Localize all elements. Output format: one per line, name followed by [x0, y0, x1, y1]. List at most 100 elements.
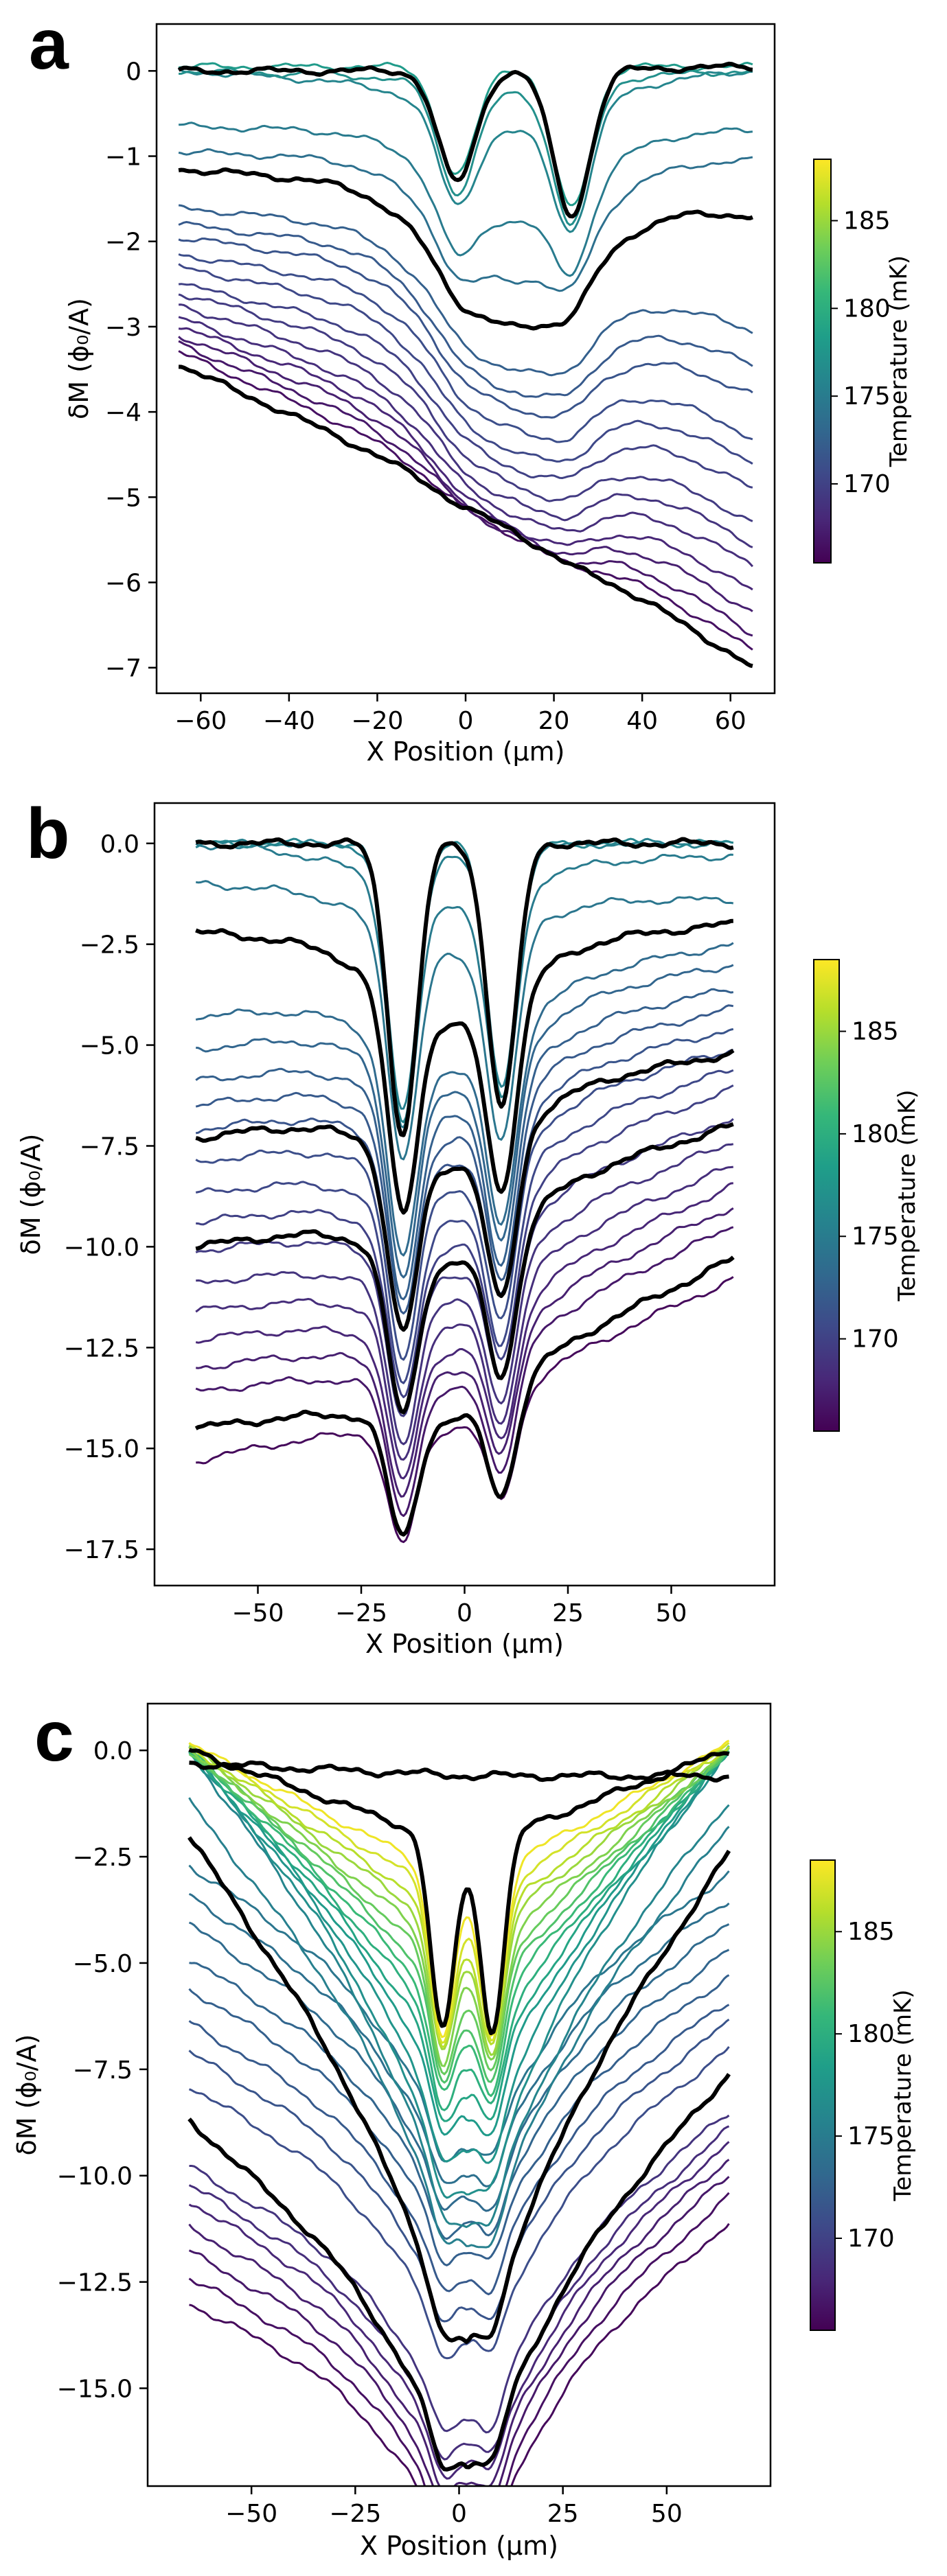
panel-label-c: c — [34, 1697, 74, 1776]
panel-label-b: b — [26, 794, 70, 874]
series-line-9 — [195, 1069, 734, 1384]
series-line-17 — [178, 68, 753, 233]
y-tick-label: −12.5 — [57, 2269, 133, 2297]
x-tick-label: −60 — [174, 707, 227, 735]
series-line-25 — [188, 1746, 730, 2084]
series-line-18 — [195, 842, 733, 1128]
panel-c: c −50 −25 0 25 50 0.0 −2.5 −5.0 −7.5 −10.0 −12.5 −15… — [12, 1697, 917, 2561]
series-line-2 — [188, 2176, 730, 2486]
y-tick-label: −7.5 — [80, 1133, 139, 1161]
x-tick-label: 25 — [552, 1599, 584, 1627]
series-line-5 — [188, 2125, 730, 2461]
y-axis-label: δM (ϕ₀/A) — [16, 1134, 46, 1255]
x-tick-label: 50 — [656, 1599, 687, 1627]
series-line-18 — [179, 67, 753, 227]
y-tick-label: −5.0 — [80, 1032, 139, 1060]
y-tick-label: 0 — [126, 58, 141, 86]
series-line-4 — [195, 1182, 733, 1480]
series-line-10 — [178, 253, 753, 443]
y-tick-label: −15.0 — [64, 1435, 139, 1463]
x-tick-label: −25 — [335, 1599, 387, 1627]
colorbar-tick-label: 175 — [843, 382, 891, 410]
y-tick-label: −1 — [105, 143, 141, 172]
colorbar-tick-label: 185 — [843, 207, 891, 235]
series-line-20 — [195, 837, 734, 1124]
axes-frame — [155, 23, 776, 695]
series-line-24 — [188, 1750, 730, 2098]
series-line-0 — [196, 1276, 734, 1544]
y-tick-label: −7.5 — [73, 2056, 133, 2085]
series-line-31 — [188, 1739, 730, 2039]
colorbar-tick-label: 180 — [847, 2020, 895, 2048]
y-tick-label: −15.0 — [57, 2376, 133, 2404]
colorbar-label: Temperature (mK) — [885, 255, 913, 467]
y-tick-label: −2.5 — [73, 1844, 133, 1872]
y-tick-label: 0.0 — [100, 831, 139, 859]
series-group — [194, 837, 735, 1544]
colorbar-tick-label: 170 — [843, 470, 891, 498]
series-line-3 — [196, 1207, 734, 1498]
y-tick-label: −4 — [105, 399, 141, 427]
y-tick-label: −2.5 — [80, 931, 139, 960]
x-tick-label: −40 — [263, 707, 315, 735]
series-line-15 — [178, 148, 753, 292]
x-tick-label: 0 — [458, 707, 474, 735]
x-axis-label: X Position (μm) — [360, 2531, 558, 2561]
x-tick-label: −50 — [225, 2500, 277, 2528]
y-tick-label: 0.0 — [93, 1737, 133, 1765]
series-line-9 — [178, 263, 753, 465]
colorbar — [810, 1859, 836, 2331]
series-group — [187, 1739, 731, 2486]
bold-series-line-20 — [177, 61, 753, 219]
panel-label-a: a — [29, 5, 69, 84]
y-tick-label: −6 — [105, 570, 141, 598]
series-line-16 — [179, 121, 753, 277]
series-line-2 — [178, 340, 753, 637]
colorbar — [813, 159, 832, 564]
x-tick-label: 50 — [651, 2500, 683, 2528]
series-line-13 — [195, 988, 734, 1301]
series-line-21 — [188, 1745, 730, 2137]
series-line-11 — [178, 237, 753, 419]
series-line-15 — [188, 1864, 730, 2163]
series-line-7 — [178, 293, 753, 522]
series-line-10 — [195, 1049, 733, 1361]
colorbar — [813, 959, 840, 1432]
y-axis-label: δM (ϕ₀/A) — [12, 2034, 42, 2156]
series-line-12 — [195, 1004, 734, 1315]
series-line-0 — [189, 2223, 730, 2486]
colorbar-label: Temperature (mK) — [889, 1989, 917, 2201]
series-line-29 — [188, 1742, 730, 2048]
series-line-12 — [189, 1949, 730, 2240]
panels: a −60 −40 −20 0 20 40 60 0 −1 −2 −3 −4 −5 −6 −7 X Positi… — [12, 5, 921, 2561]
series-line-15 — [195, 942, 734, 1257]
series-line-27 — [188, 1746, 730, 2067]
y-tick-label: −5.0 — [73, 1950, 133, 1978]
y-tick-label: −2 — [105, 229, 141, 257]
series-line-23 — [188, 1745, 730, 2111]
x-tick-label: 20 — [538, 707, 570, 735]
x-tick-label: 60 — [715, 707, 746, 735]
bold-series-line-21 — [195, 837, 734, 1137]
panel-b: b −50 −25 0 25 50 0.0 −2.5 −5.0 −7.5 −10.0 −12.5 −15… — [16, 794, 921, 1659]
series-line-8 — [178, 283, 753, 489]
bold-series-line-33 — [189, 1760, 729, 1783]
series-line-5 — [195, 1165, 733, 1461]
series-line-9 — [188, 2018, 730, 2323]
x-tick-label: 40 — [626, 707, 658, 735]
series-line-3 — [188, 2159, 730, 2486]
series-line-14 — [196, 964, 734, 1279]
bold-series-line-1 — [194, 1255, 735, 1537]
series-line-1 — [178, 350, 753, 651]
series-line-3 — [178, 336, 753, 612]
x-tick-label: 0 — [457, 1599, 472, 1627]
colorbar-tick-label: 185 — [852, 1018, 899, 1046]
bold-series-line-0 — [179, 364, 753, 669]
series-group — [177, 61, 754, 669]
colorbar-label: Temperature (mK) — [893, 1089, 921, 1301]
colorbar-tick-label: 180 — [843, 294, 891, 323]
series-line-8 — [196, 1084, 734, 1398]
series-line-19 — [188, 1747, 730, 2199]
x-tick-label: −20 — [351, 707, 403, 735]
